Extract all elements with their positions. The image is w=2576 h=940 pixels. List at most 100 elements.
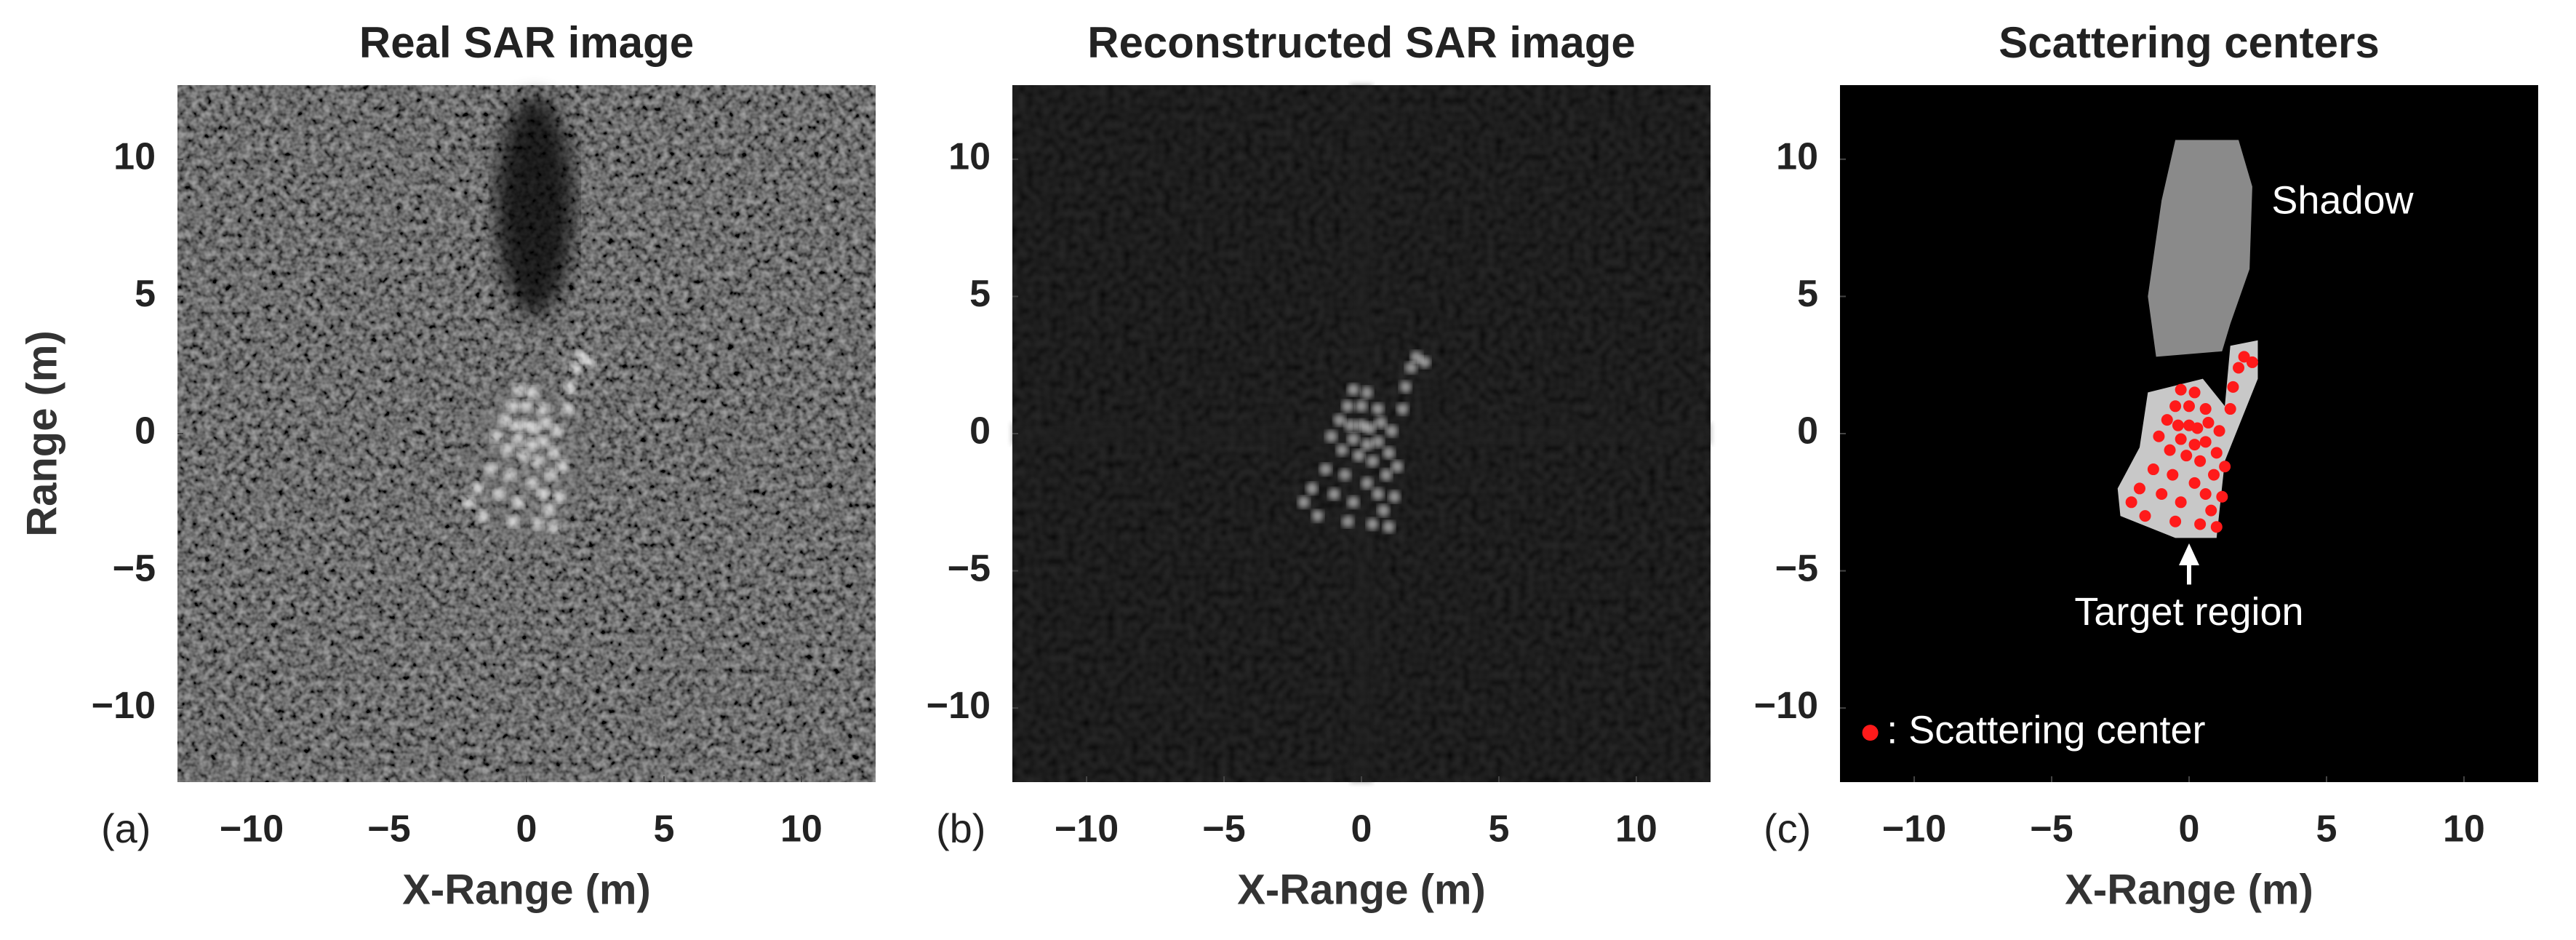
bright-scatterer xyxy=(551,424,563,437)
scattering-center xyxy=(2246,356,2258,368)
scattering-center xyxy=(2169,400,2182,413)
bright-scatterer xyxy=(501,444,513,456)
shadow-area xyxy=(496,96,574,316)
x-tick-label: −5 xyxy=(2030,808,2073,851)
x-tick-label: 0 xyxy=(516,808,537,851)
bright-scatterer xyxy=(512,433,524,445)
bright-scatterer xyxy=(1366,518,1379,530)
x-tick-label: −5 xyxy=(1202,808,1245,851)
y-tick-label: −10 xyxy=(1754,685,1818,727)
bright-scatterer xyxy=(1347,433,1359,445)
bright-scatterer xyxy=(1347,495,1359,509)
bright-scatterer xyxy=(1391,460,1404,473)
bright-scatterer xyxy=(1319,463,1332,476)
scattering-center xyxy=(2183,400,2195,413)
scattering-center xyxy=(2199,436,2212,448)
bright-scatterer xyxy=(526,386,538,399)
scattering-center xyxy=(2161,414,2173,426)
bright-scatterer xyxy=(564,381,577,394)
scattering-center xyxy=(2191,422,2204,434)
x-tick-label: 5 xyxy=(1489,808,1510,851)
target-glow xyxy=(465,378,588,543)
bright-scatterer xyxy=(504,469,516,481)
bright-scatterer xyxy=(526,477,538,490)
bright-scatterer xyxy=(1344,419,1357,432)
scattering-center xyxy=(2199,403,2212,415)
bright-scatterer xyxy=(490,430,503,443)
bright-scatterer xyxy=(492,487,505,501)
y-tick-label: 10 xyxy=(1776,136,1818,178)
x-axis-label: X-Range (m) xyxy=(1237,866,1486,913)
bright-scatterer xyxy=(531,518,544,530)
bright-scatterer xyxy=(512,495,524,509)
x-tick-label: 0 xyxy=(2179,808,2200,851)
bright-scatterer xyxy=(1347,383,1359,396)
bright-scatterer xyxy=(548,520,561,533)
bright-scatterer xyxy=(1372,436,1384,448)
annotation: Target region xyxy=(2074,590,2303,634)
scattering-center xyxy=(2233,362,2245,374)
bright-scatterer xyxy=(1366,455,1379,468)
bright-scatterer xyxy=(1385,424,1398,437)
bright-scatterer xyxy=(569,362,583,374)
legend-marker xyxy=(1862,725,1879,741)
panel xyxy=(1012,85,1711,782)
y-tick-label: −10 xyxy=(927,685,991,727)
bright-scatterer xyxy=(583,356,596,369)
scattering-center xyxy=(2199,487,2212,500)
scattering-center xyxy=(2180,450,2193,462)
y-tick-label: 5 xyxy=(969,273,991,315)
legend-label: : Scattering center xyxy=(1887,708,2205,752)
bright-scatterer xyxy=(1311,509,1324,522)
x-tick-label: 0 xyxy=(1351,808,1372,851)
panel: Shadow Target region : Scattering center xyxy=(1840,85,2538,782)
y-tick-label: −5 xyxy=(1775,547,1818,589)
arrow-head xyxy=(2179,543,2199,566)
scattering-center xyxy=(2188,386,2201,399)
bright-scatterer xyxy=(1333,413,1346,426)
bright-scatterer xyxy=(1341,515,1354,528)
bright-scatterer xyxy=(1352,449,1365,462)
scattering-center xyxy=(2210,521,2223,533)
scattering-center xyxy=(2133,482,2145,495)
scattering-center xyxy=(2169,515,2182,527)
scattering-center xyxy=(2147,463,2159,476)
bright-scatterer xyxy=(526,438,538,451)
y-tick-label: 5 xyxy=(135,273,156,315)
scattering-center xyxy=(2139,510,2151,522)
scattering-center xyxy=(2202,416,2215,429)
bright-scatterer xyxy=(1361,477,1373,490)
x-tick-label: −10 xyxy=(220,808,284,851)
bright-scatterer xyxy=(1355,399,1368,413)
bright-scatterer xyxy=(512,383,524,396)
bright-scatterer xyxy=(1404,362,1417,374)
shadow-region xyxy=(2148,140,2252,357)
scattering-center xyxy=(2175,496,2187,509)
bright-scatterer xyxy=(542,504,555,517)
x-tick-label: 5 xyxy=(2316,808,2337,851)
bright-scatterer xyxy=(484,463,497,476)
x-tick-label: −10 xyxy=(1055,808,1119,851)
scattering-center xyxy=(2194,518,2207,530)
x-tick-label: −5 xyxy=(367,808,410,851)
bright-scatterer xyxy=(1297,495,1310,509)
scattering-center xyxy=(2208,469,2220,481)
bright-scatterer xyxy=(498,413,511,426)
scattering-center xyxy=(2213,425,2225,437)
bright-scatterer xyxy=(1375,416,1387,429)
bright-scatterer xyxy=(1361,438,1373,451)
bright-scatterer xyxy=(463,495,475,509)
panel xyxy=(177,85,876,782)
bright-scatterer xyxy=(1339,469,1351,481)
panel-label: (b) xyxy=(936,805,985,851)
annotation: Shadow xyxy=(2271,178,2414,222)
bright-scatterer xyxy=(537,402,549,415)
scattering-center xyxy=(2227,381,2239,393)
scattering-center xyxy=(2219,461,2231,473)
bright-scatterer xyxy=(517,449,530,462)
bright-scatterer xyxy=(1383,447,1396,459)
bright-scatterer xyxy=(1380,469,1393,481)
bright-scatterer xyxy=(1327,487,1340,501)
y-tick-label: 0 xyxy=(969,410,991,453)
